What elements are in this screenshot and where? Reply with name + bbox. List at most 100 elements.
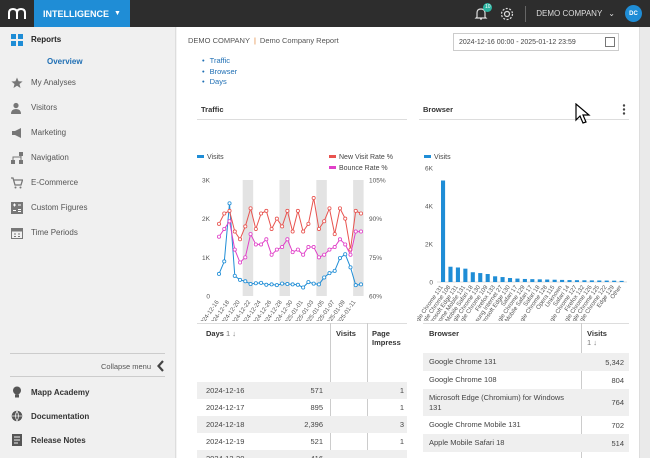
table-cell: 521 [310, 437, 323, 446]
legend-swatch [329, 166, 336, 169]
app-switcher-button[interactable]: INTELLIGENCE ▼ [34, 0, 130, 27]
sidebar-item-marketing[interactable]: Marketing [0, 120, 175, 145]
sidebar-item-label: Navigation [31, 153, 69, 162]
sidebar-item-reports[interactable]: Reports [0, 27, 175, 52]
bar [582, 280, 587, 282]
column-header-browser[interactable]: Browser [429, 329, 460, 338]
table-cell: 5,342 [605, 357, 624, 367]
data-point [232, 273, 237, 278]
table-row[interactable]: Microsoft Edge (Chromium) for Windows 13… [423, 389, 629, 416]
calendar-icon [605, 37, 615, 47]
sidebar-item-release-notes[interactable]: Release Notes [0, 428, 176, 452]
data-point [222, 226, 227, 231]
data-point [295, 247, 300, 252]
chevron-down-icon: ▼ [114, 10, 121, 17]
y-tick-label: 2K [202, 216, 211, 223]
data-point [348, 252, 353, 257]
notifications-button[interactable]: 10 [473, 2, 493, 22]
link-days[interactable]: Days [210, 77, 237, 88]
bar [455, 267, 460, 282]
y-tick-label: 1K [202, 255, 211, 262]
data-point [253, 226, 258, 231]
sidebar-item-mapp-academy[interactable]: Mapp Academy [0, 380, 176, 404]
data-point [327, 206, 332, 211]
data-point [222, 259, 227, 264]
table-row[interactable]: 2024-12-16 571 1 [197, 382, 407, 399]
company-selector[interactable]: DEMO COMPANY ⌄ [536, 9, 615, 18]
data-point [332, 232, 337, 237]
collapse-menu-button[interactable]: Collapse menu [0, 359, 165, 373]
calculator-icon [10, 201, 24, 215]
data-point [238, 237, 243, 242]
table-row[interactable]: Apple Mobile Safari 18 514 [423, 434, 629, 452]
data-point [295, 282, 300, 287]
table-row[interactable]: 2024-12-17 895 1 [197, 399, 407, 416]
table-row[interactable]: Google Chrome Mobile 131 702 [423, 416, 629, 434]
notification-badge: 10 [483, 2, 493, 12]
sidebar-item-ecommerce[interactable]: E-Commerce [0, 170, 175, 195]
table-row[interactable]: 2024-12-18 2,396 3 [197, 416, 407, 433]
bar [597, 280, 602, 282]
data-point [216, 234, 221, 239]
avatar[interactable]: DC [625, 5, 642, 22]
more-options-icon[interactable] [622, 104, 626, 115]
table-row[interactable]: Google Chrome 131 5,342 [423, 353, 629, 371]
data-point [343, 242, 348, 247]
data-point [337, 206, 342, 211]
sidebar-item-visitors[interactable]: Visitors [0, 95, 175, 120]
calendar-icon [10, 226, 24, 240]
data-point [285, 282, 290, 287]
date-range-picker[interactable]: 2024-12-16 00:00 - 2025-01-12 23:59 [453, 33, 619, 51]
breadcrumb-company[interactable]: DEMO COMPANY [188, 36, 250, 45]
table-row[interactable]: 2024-12-20 416 [197, 450, 407, 458]
data-point [332, 268, 337, 273]
link-browser[interactable]: Browser [210, 67, 238, 78]
data-point [343, 252, 348, 257]
data-point [264, 208, 269, 213]
divider [197, 119, 407, 120]
link-traffic[interactable]: Traffic [210, 56, 237, 67]
table-row[interactable]: 2024-12-19 521 1 [197, 433, 407, 450]
weekend-band [279, 180, 290, 296]
mapp-logo-icon[interactable] [0, 0, 34, 27]
table-cell: 702 [611, 420, 624, 430]
weekend-band [242, 180, 254, 296]
column-header-visits[interactable]: Visits [336, 329, 356, 338]
table-cell: 2024-12-20 [206, 454, 244, 458]
sidebar-item-custom-figures[interactable]: Custom Figures [0, 195, 175, 220]
data-point [285, 237, 290, 242]
y2-tick-label: 105% [369, 178, 386, 185]
data-point [280, 245, 285, 250]
sidebar-item-documentation[interactable]: Documentation [0, 404, 176, 428]
data-point [232, 229, 237, 234]
table-row[interactable]: Google Chrome 108 804 [423, 371, 629, 389]
data-point [232, 247, 237, 252]
weekend-band [353, 180, 364, 296]
legend-label: New Visit Rate % [339, 154, 393, 161]
sidebar-subitem-overview[interactable]: Overview [47, 56, 83, 66]
data-point [259, 242, 264, 247]
data-point [285, 208, 290, 213]
table-cell: Microsoft Edge (Chromium) for Windows 13… [429, 393, 565, 412]
column-header-days[interactable]: Days 1 ↓ [206, 329, 237, 338]
data-point [301, 229, 306, 234]
traffic-panel-title: Traffic [201, 105, 224, 114]
breadcrumb-report[interactable]: Demo Company Report [259, 36, 339, 45]
table-cell: Google Chrome Mobile 131 [429, 420, 521, 430]
sidebar-item-time-periods[interactable]: Time Periods [0, 220, 175, 245]
collapse-menu-label: Collapse menu [100, 361, 151, 371]
column-header-page-impressions[interactable]: Page Impress [372, 329, 401, 347]
settings-button[interactable] [499, 6, 515, 22]
y2-tick-label: 60% [369, 294, 382, 301]
table-cell: Google Chrome 108 [429, 375, 497, 385]
table-cell: 804 [611, 375, 624, 385]
sidebar-item-navigation[interactable]: Navigation [0, 145, 175, 170]
y2-tick-label: 90% [369, 216, 382, 223]
flow-icon [10, 151, 24, 165]
data-point [238, 277, 243, 282]
legend-label: Visits [434, 154, 451, 161]
sidebar-item-my-analyses[interactable]: My Analyses [0, 70, 175, 95]
column-header-browser-visits[interactable]: Visits 1 ↓ [587, 329, 607, 347]
scrollbar[interactable] [639, 27, 650, 458]
table-cell: Google Chrome 131 [429, 357, 497, 367]
